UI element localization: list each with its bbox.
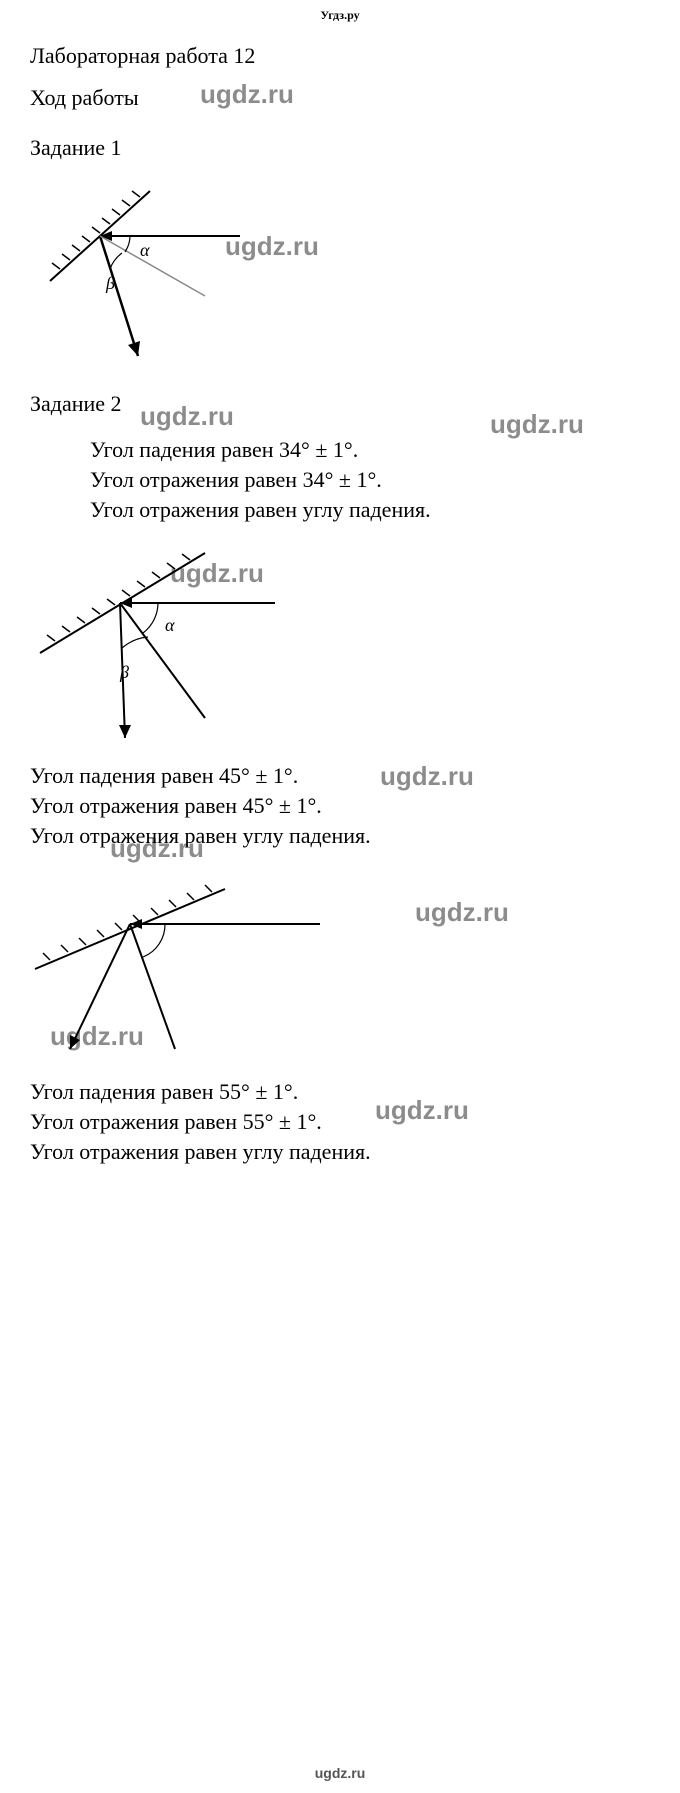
task2-set2-diagram: ugdz.ru ugdz.ru [30, 879, 650, 1059]
watermark-icon: ugdz.ru [415, 897, 509, 928]
task2-set3-text: Угол падения равен 55° ± 1°. Угол отраже… [30, 1079, 650, 1165]
set1-line2: Угол отражения равен 34° ± 1°. [90, 467, 650, 493]
set2-line3: Угол отражения равен углу падения. [30, 823, 650, 849]
set2-line1: Угол падения равен 45° ± 1°. [30, 763, 650, 789]
task2-set1-text: Угол падения равен 34° ± 1°. Угол отраже… [30, 437, 650, 523]
document-content: Лабораторная работа 12 Ход работы ugdz.r… [0, 23, 680, 1189]
svg-text:β: β [105, 273, 115, 293]
header-watermark: Угдз.ру [0, 0, 680, 23]
set1-line1: Угол падения равен 34° ± 1°. [90, 437, 650, 463]
task1-diagram: α β ugdz.ru [30, 181, 650, 371]
task2-label: Задание 2 [30, 391, 650, 417]
svg-text:α: α [140, 240, 150, 260]
set3-line3: Угол отражения равен углу падения. [30, 1139, 650, 1165]
svg-text:β: β [119, 662, 129, 682]
set2-line2: Угол отражения равен 45° ± 1°. [30, 793, 650, 819]
set3-line2: Угол отражения равен 55° ± 1°. [30, 1109, 650, 1135]
task1-label: Задание 1 [30, 135, 650, 161]
lab-subtitle: Ход работы [30, 85, 650, 111]
set3-line1: Угол падения равен 55° ± 1°. [30, 1079, 650, 1105]
svg-text:α: α [165, 615, 175, 635]
task2-set1-diagram: α β ugdz.ru [30, 543, 650, 743]
footer-watermark: ugdz.ru [0, 1765, 680, 1781]
set1-line3: Угол отражения равен углу падения. [90, 497, 650, 523]
lab-title: Лабораторная работа 12 [30, 43, 650, 69]
task2-set2-text: Угол падения равен 45° ± 1°. Угол отраже… [30, 763, 650, 849]
